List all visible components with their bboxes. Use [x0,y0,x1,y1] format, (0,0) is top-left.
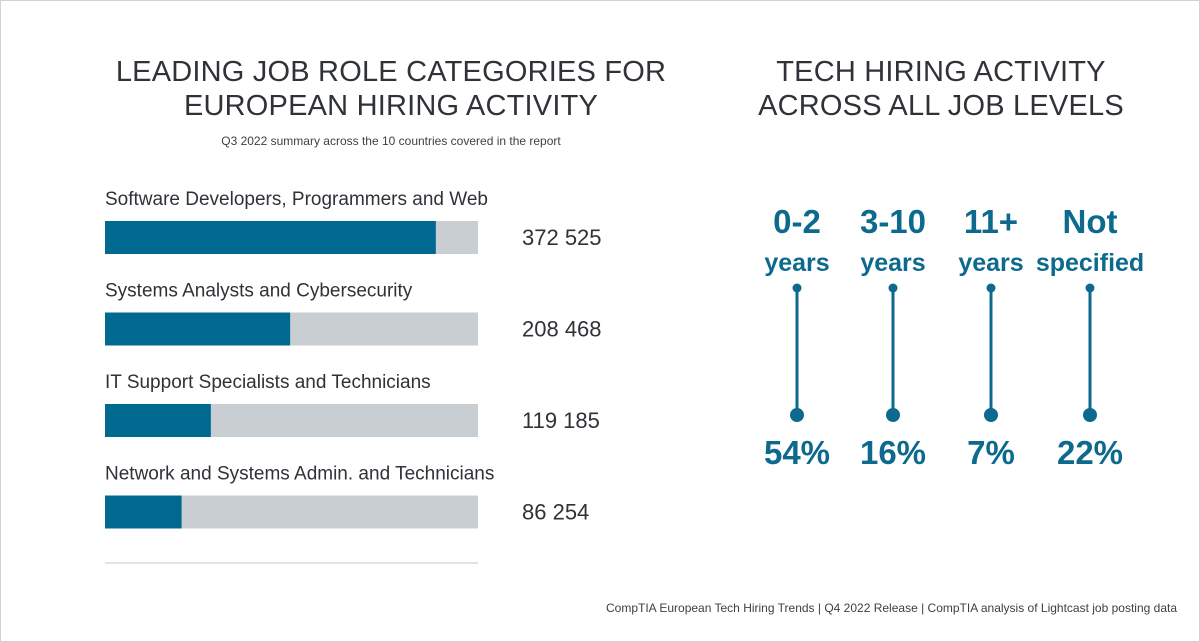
bar [105,312,291,346]
source-footer: CompTIA European Tech Hiring Trends | Q4… [606,601,1177,615]
category-label: Systems Analysts and Cybersecurity [105,281,413,302]
connector-top-dot [792,283,802,293]
connector-bottom-dot [984,408,998,422]
value-label: 86 254 [522,500,589,525]
value-label: 119 185 [522,408,600,433]
share-value-label: 7% [967,434,1015,471]
connector-top-dot [1085,283,1095,293]
category-label: Software Developers, Programmers and Web [105,189,488,210]
job-level-label: Not [1063,203,1118,240]
job-level-sublabel: years [860,249,925,277]
connector-top-dot [888,283,898,293]
job-roles-chart-title: LEADING JOB ROLE CATEGORIES FOR EUROPEAN… [115,56,667,122]
bar [105,495,182,529]
value-label: 372 525 [522,225,602,250]
bar [105,221,436,254]
share-value-label: 16% [860,434,926,471]
share-value-label: 22% [1057,434,1123,471]
connector-top-dot [986,283,996,293]
connector-bottom-dot [886,408,900,422]
job-level-sublabel: years [958,249,1023,277]
category-label: IT Support Specialists and Technicians [105,372,431,393]
category-label: Network and Systems Admin. and Technicia… [105,464,494,485]
job-roles-chart-subtitle: Q3 2022 summary across the 10 countries … [221,134,561,148]
job-level-sublabel: years [764,249,829,277]
connector-bottom-dot [1083,408,1097,422]
bar [105,404,211,437]
connector-bottom-dot [790,408,804,422]
value-label: 208 468 [522,317,602,342]
job-level-label: 0-2 [773,203,821,240]
job-level-label: 11+ [964,203,1018,240]
job-levels-chart-title: TECH HIRING ACTIVITY ACROSS ALL JOB LEVE… [758,56,1124,122]
job-level-sublabel: specified [1036,249,1144,277]
share-value-label: 54% [764,434,830,471]
job-level-label: 3-10 [860,203,926,240]
